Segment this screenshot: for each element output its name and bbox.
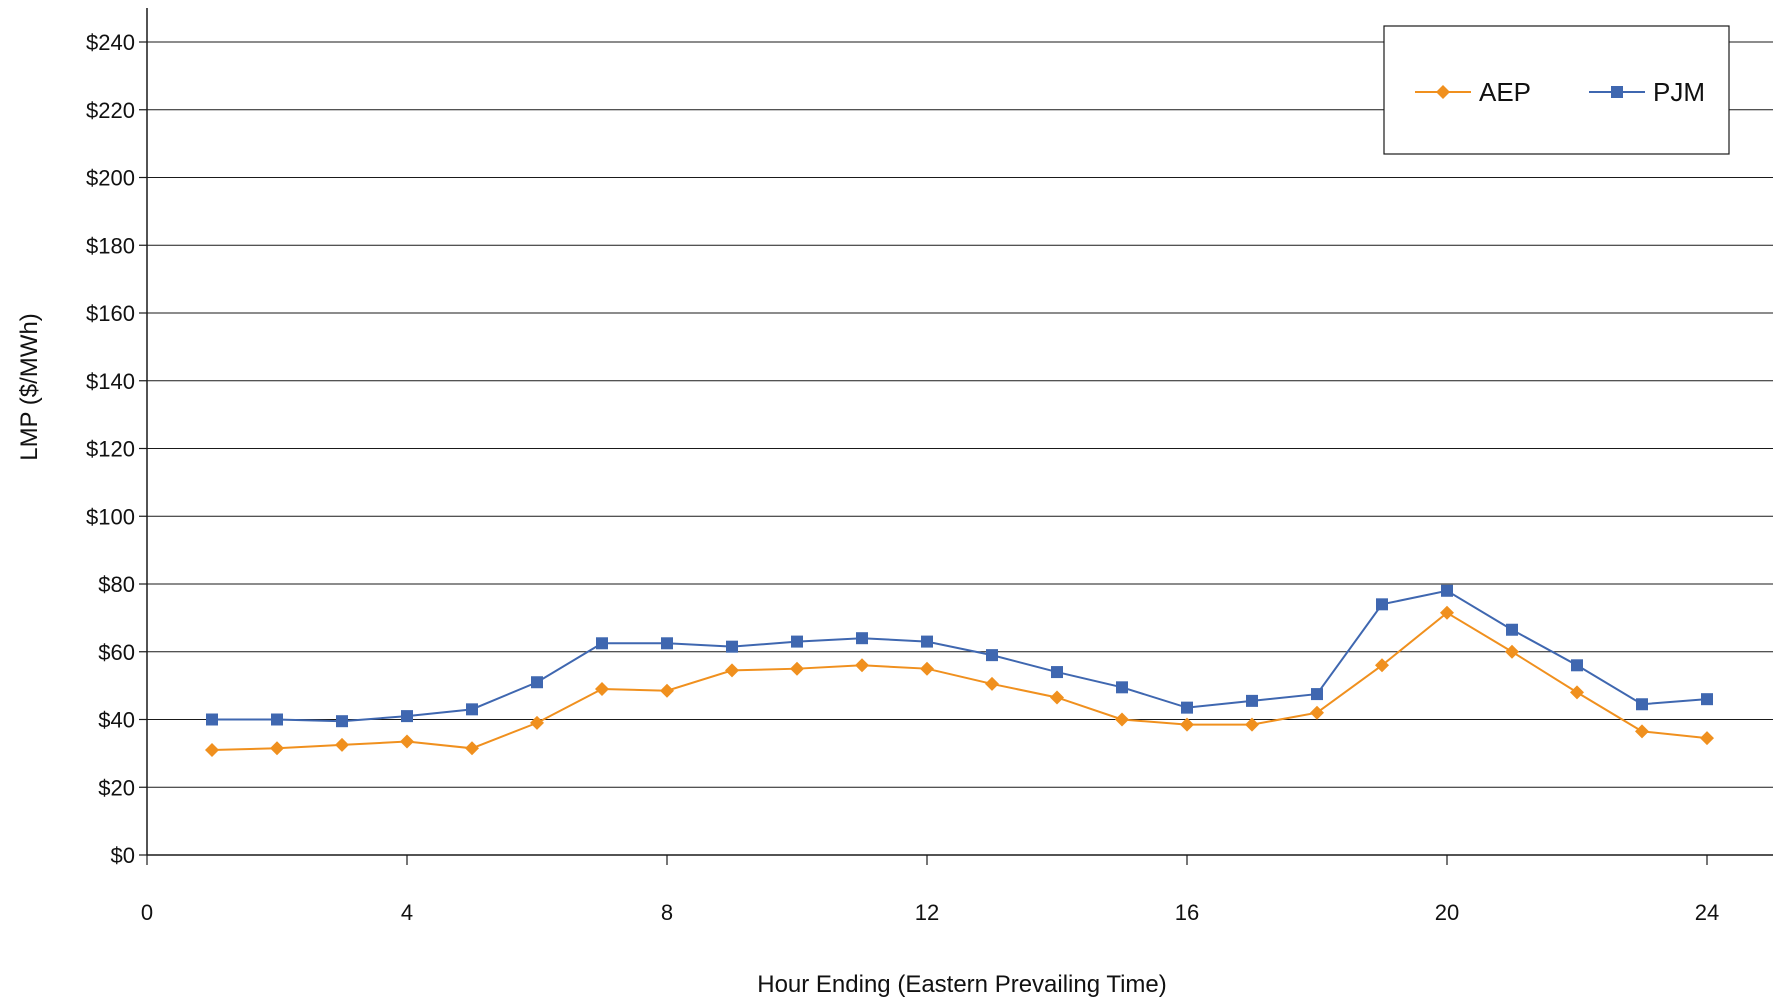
data-point-pjm (596, 637, 608, 650)
data-point-aep (1440, 605, 1454, 620)
data-point-aep (1245, 717, 1259, 732)
data-point-aep (335, 737, 349, 752)
data-point-pjm (1246, 694, 1258, 707)
data-point-pjm (336, 715, 348, 728)
legend-label: AEP (1479, 77, 1531, 107)
data-point-pjm (1376, 598, 1388, 611)
data-point-aep (270, 741, 284, 756)
data-point-pjm (271, 713, 283, 726)
data-point-pjm (921, 635, 933, 648)
data-point-aep (790, 661, 804, 676)
data-point-pjm (466, 703, 478, 716)
data-point-aep (1505, 644, 1519, 659)
data-point-aep (205, 742, 219, 757)
y-tick-label: $180 (86, 233, 135, 258)
data-point-pjm (1181, 701, 1193, 714)
data-point-pjm (531, 676, 543, 689)
y-tick-label: $160 (86, 301, 135, 326)
legend-label: PJM (1653, 77, 1705, 107)
data-point-aep (595, 682, 609, 697)
data-point-aep (1180, 717, 1194, 732)
data-point-aep (1635, 724, 1649, 739)
x-tick-label: 12 (915, 900, 939, 925)
data-point-aep (1115, 712, 1129, 727)
data-point-pjm (856, 632, 868, 645)
tick-labels: $0 $20 $40 $60 $80 $100 $120 $140 $160 $180 $200 $2… (86, 30, 1719, 925)
data-point-pjm (1116, 681, 1128, 694)
y-tick-label: $120 (86, 437, 135, 462)
data-point-aep (1700, 731, 1714, 746)
y-tick-label: $0 (111, 843, 135, 868)
data-point-pjm (661, 637, 673, 650)
data-point-aep (855, 658, 869, 673)
data-point-pjm (791, 635, 803, 648)
legend-item-pjm: PJM (1589, 77, 1705, 107)
series-line-aep (211, 611, 1708, 751)
data-point-pjm (1506, 623, 1518, 636)
data-point-aep (1570, 685, 1584, 700)
x-tick-label: 8 (661, 900, 673, 925)
data-point-aep (1375, 658, 1389, 673)
data-point-aep (725, 663, 739, 678)
data-point-pjm (1051, 666, 1063, 679)
legend: AEP PJM (1383, 25, 1730, 155)
y-tick-label: $220 (86, 98, 135, 123)
y-tick-label: $100 (86, 504, 135, 529)
x-axis-title: Hour Ending (Eastern Prevailing Time) (757, 971, 1167, 998)
y-tick-label: $80 (98, 572, 135, 597)
data-point-aep (465, 741, 479, 756)
data-point-aep (660, 683, 674, 698)
y-tick-label: $200 (86, 166, 135, 191)
data-point-aep (920, 661, 934, 676)
data-point-aep (530, 715, 544, 730)
y-tick-label: $20 (98, 775, 135, 800)
series-aep (205, 605, 1714, 757)
data-point-pjm (1571, 659, 1583, 672)
data-point-pjm (1311, 688, 1323, 701)
data-point-aep (1310, 705, 1324, 720)
series-pjm (206, 584, 1713, 728)
data-point-pjm (206, 713, 218, 726)
x-tick-label: 20 (1435, 900, 1459, 925)
legend-marker (1611, 86, 1623, 98)
x-tick-label: 24 (1695, 900, 1719, 925)
legend-item-aep: AEP (1415, 77, 1531, 107)
legend-marker (1436, 85, 1450, 99)
x-tick-label: 16 (1175, 900, 1199, 925)
y-tick-label: $240 (86, 30, 135, 55)
data-point-aep (1050, 690, 1064, 705)
y-tick-label: $140 (86, 369, 135, 394)
data-series (205, 584, 1714, 757)
data-point-pjm (1636, 698, 1648, 711)
data-point-pjm (726, 640, 738, 653)
data-point-aep (985, 676, 999, 691)
data-point-pjm (986, 649, 998, 662)
x-tick-label: 0 (141, 900, 153, 925)
series-line-pjm (212, 589, 1708, 723)
data-point-pjm (401, 710, 413, 723)
x-tick-label: 4 (401, 900, 413, 925)
gridlines (147, 41, 1773, 788)
axes (139, 8, 1773, 865)
y-tick-label: $40 (98, 708, 135, 733)
data-point-pjm (1701, 693, 1713, 706)
y-tick-label: $60 (98, 640, 135, 665)
data-point-pjm (1441, 584, 1453, 597)
y-axis-title: LMP ($/MWh) (16, 313, 43, 461)
data-point-aep (400, 734, 414, 749)
